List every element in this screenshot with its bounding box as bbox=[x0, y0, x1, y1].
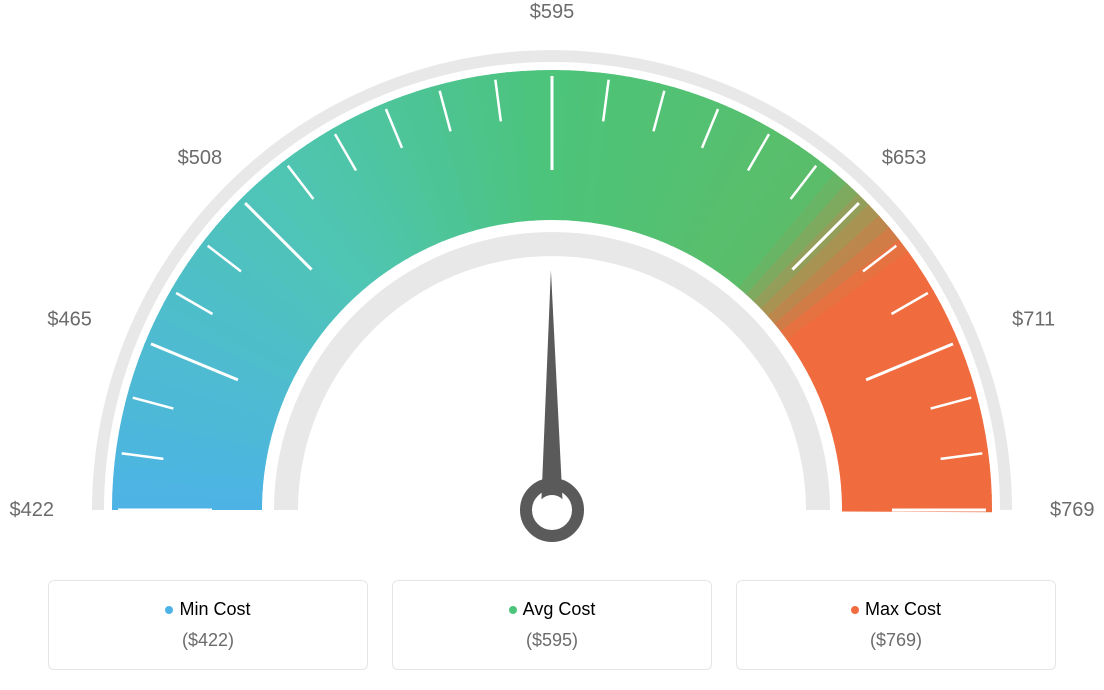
legend-value-min: ($422) bbox=[61, 630, 355, 651]
tick-label: $508 bbox=[178, 147, 223, 169]
legend-label-avg: Avg Cost bbox=[405, 599, 699, 620]
legend-card-max: Max Cost ($769) bbox=[736, 580, 1056, 670]
gauge-container: $422 $465 $508 $595 $653 $711 $769 bbox=[0, 0, 1104, 560]
legend-card-avg: Avg Cost ($595) bbox=[392, 580, 712, 670]
legend-label-max: Max Cost bbox=[749, 599, 1043, 620]
legend-value-max: ($769) bbox=[749, 630, 1043, 651]
legend-card-min: Min Cost ($422) bbox=[48, 580, 368, 670]
gauge-svg: $422 $465 $508 $595 $653 $711 $769 bbox=[0, 0, 1104, 560]
tick-label: $465 bbox=[47, 308, 92, 330]
tick-label: $422 bbox=[10, 499, 55, 521]
legend-row: Min Cost ($422) Avg Cost ($595) Max Cost… bbox=[0, 580, 1104, 670]
legend-dot-avg bbox=[509, 606, 517, 614]
legend-label-min: Min Cost bbox=[61, 599, 355, 620]
gauge-root: $422 $465 $508 $595 $653 $711 $769 bbox=[10, 1, 1095, 536]
legend-value-avg: ($595) bbox=[405, 630, 699, 651]
legend-text-avg: Avg Cost bbox=[523, 599, 596, 620]
legend-text-min: Min Cost bbox=[179, 599, 250, 620]
tick-label: $711 bbox=[1012, 308, 1055, 330]
legend-dot-min bbox=[165, 606, 173, 614]
legend-dot-max bbox=[851, 606, 859, 614]
tick-label: $595 bbox=[530, 1, 575, 23]
tick-label: $769 bbox=[1050, 499, 1095, 521]
gauge-needle bbox=[541, 270, 563, 510]
tick-label: $653 bbox=[882, 147, 927, 169]
legend-text-max: Max Cost bbox=[865, 599, 941, 620]
needle-hub-inner bbox=[537, 495, 567, 525]
